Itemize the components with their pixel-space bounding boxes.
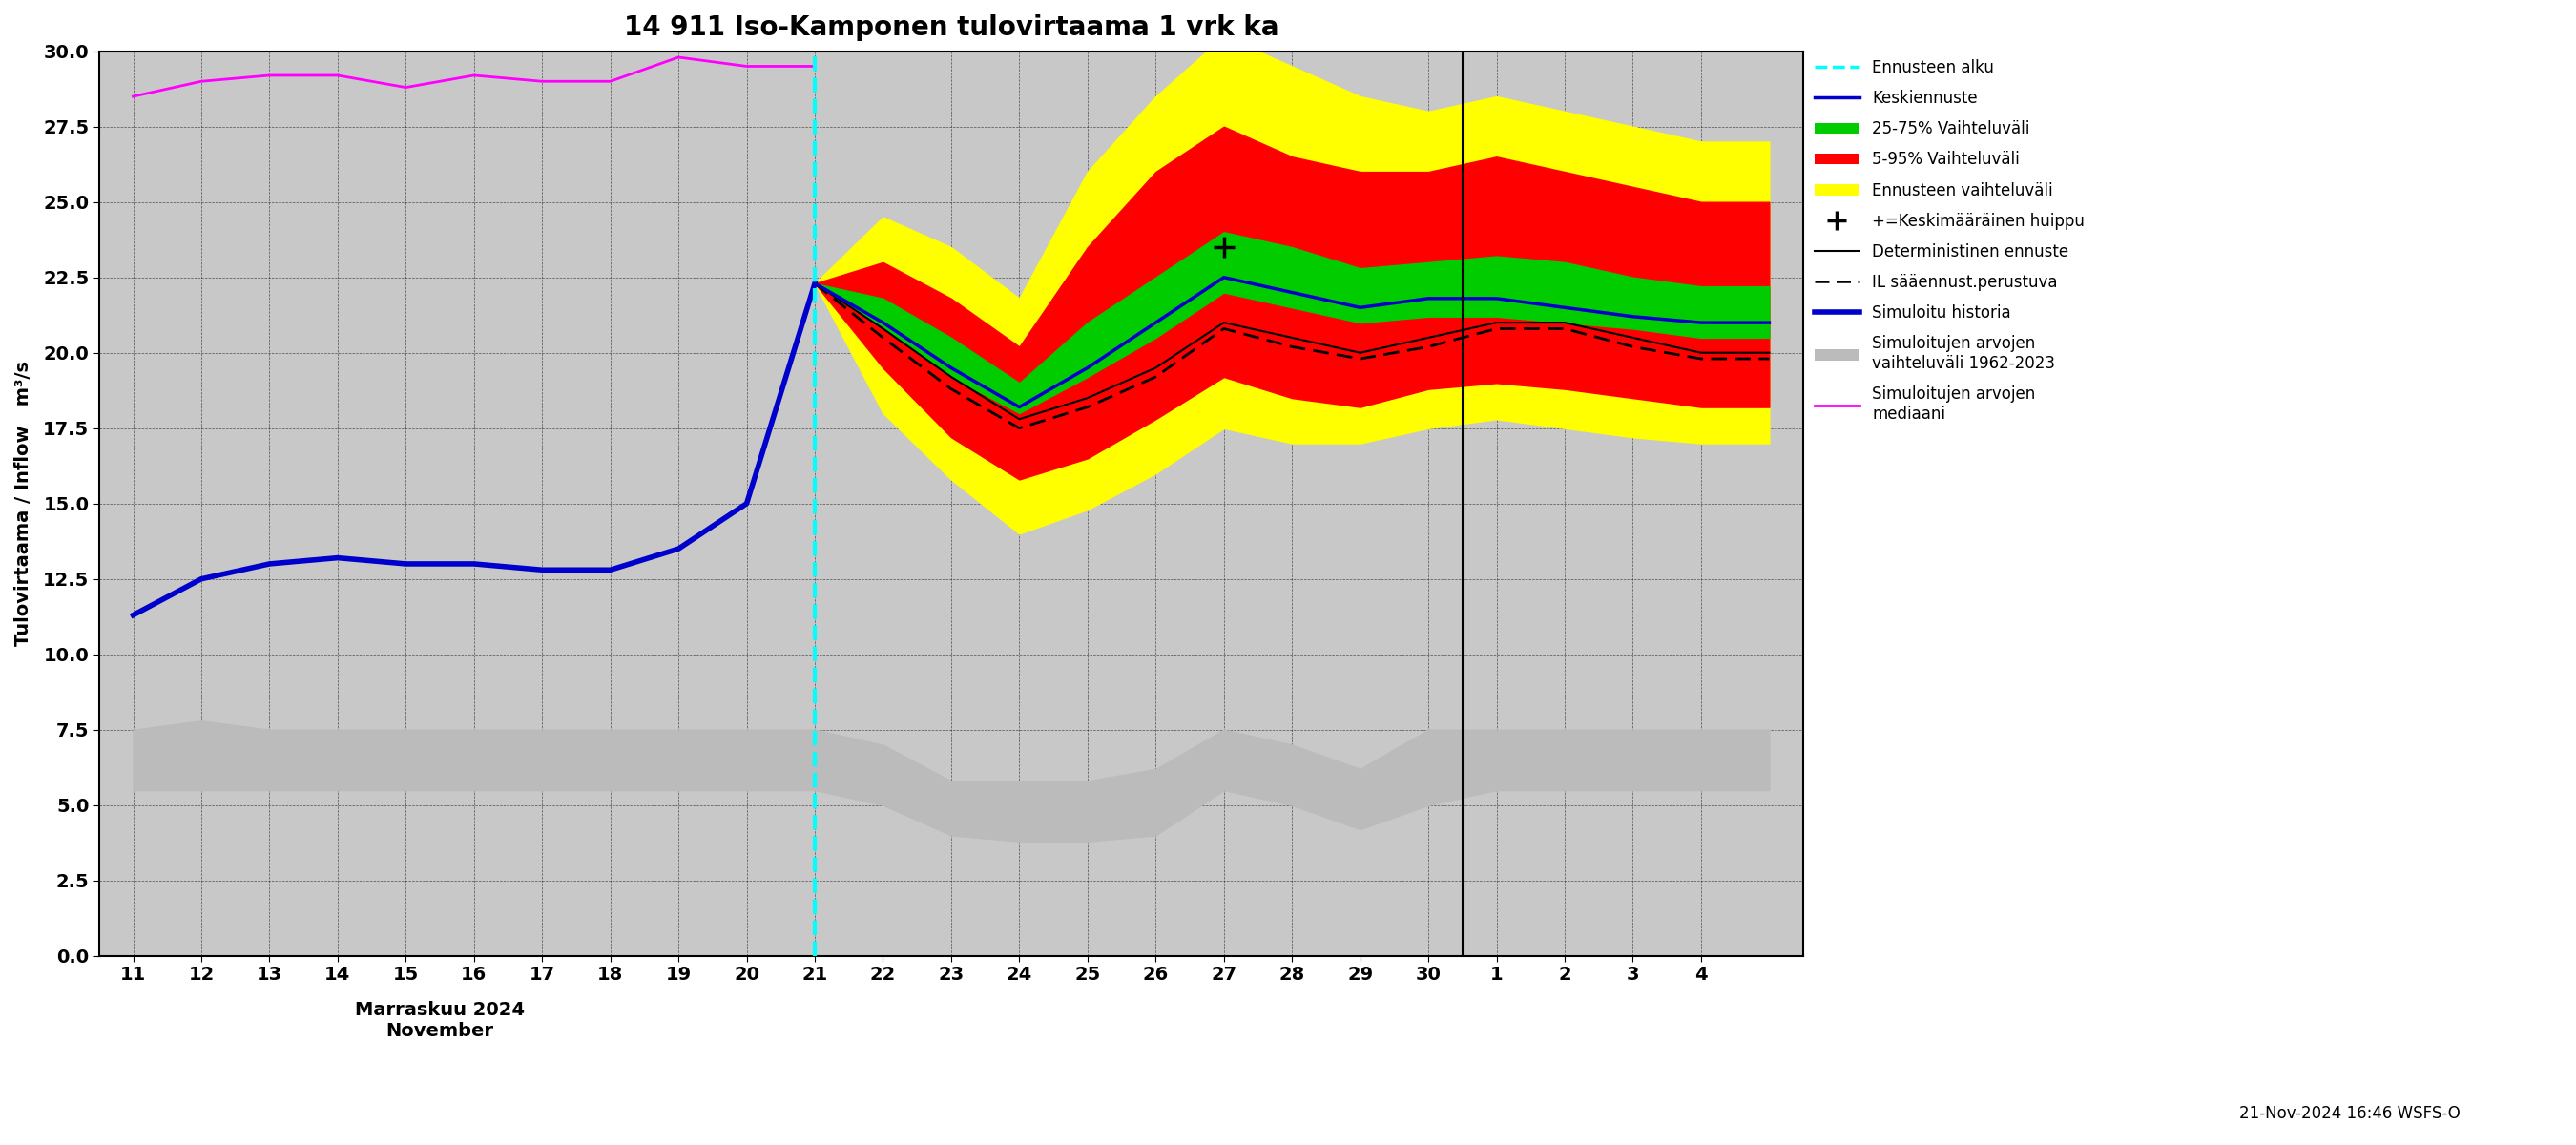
Title: 14 911 Iso-Kamponen tulovirtaama 1 vrk ka: 14 911 Iso-Kamponen tulovirtaama 1 vrk k… <box>623 14 1278 41</box>
Legend: Ennusteen alku, Keskiennuste, 25-75% Vaihteluväli, 5-95% Vaihteluväli, Ennusteen: Ennusteen alku, Keskiennuste, 25-75% Vai… <box>1814 60 2084 423</box>
Text: 21-Nov-2024 16:46 WSFS-O: 21-Nov-2024 16:46 WSFS-O <box>2239 1105 2460 1122</box>
Text: Marraskuu 2024
November: Marraskuu 2024 November <box>355 1001 526 1041</box>
Y-axis label: Tulovirtaama / Inflow   m³/s: Tulovirtaama / Inflow m³/s <box>15 361 33 646</box>
